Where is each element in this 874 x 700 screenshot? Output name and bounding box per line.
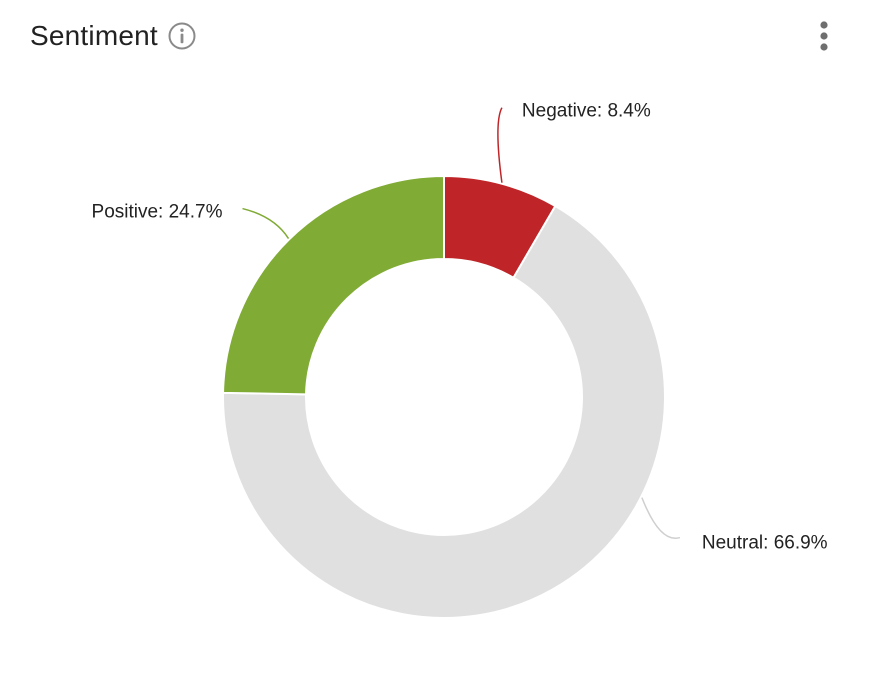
donut-slice-positive[interactable]: [222, 174, 445, 396]
info-circle-icon[interactable]: [167, 21, 197, 51]
widget-header: Sentiment: [30, 16, 197, 56]
chart-slices: [222, 174, 666, 619]
widget-title: Sentiment: [30, 20, 158, 51]
label-connector-neutral: [641, 497, 681, 540]
data-label-neutral: Neutral: 66.9%: [702, 533, 828, 554]
donut-slice-neutral[interactable]: [222, 204, 666, 619]
more-vertical-icon: [820, 21, 828, 51]
data-label-positive: Positive: 24.7%: [92, 202, 223, 223]
label-connector-negative: [497, 107, 503, 183]
data-label-negative: Negative: 8.4%: [522, 101, 651, 122]
more-options-button[interactable]: [808, 16, 840, 56]
chart-label-connectors: [242, 107, 681, 540]
label-connector-positive: [242, 207, 290, 239]
chart-data-labels: Negative: 8.4% Neutral: 66.9% Positive: 24…: [92, 101, 828, 554]
